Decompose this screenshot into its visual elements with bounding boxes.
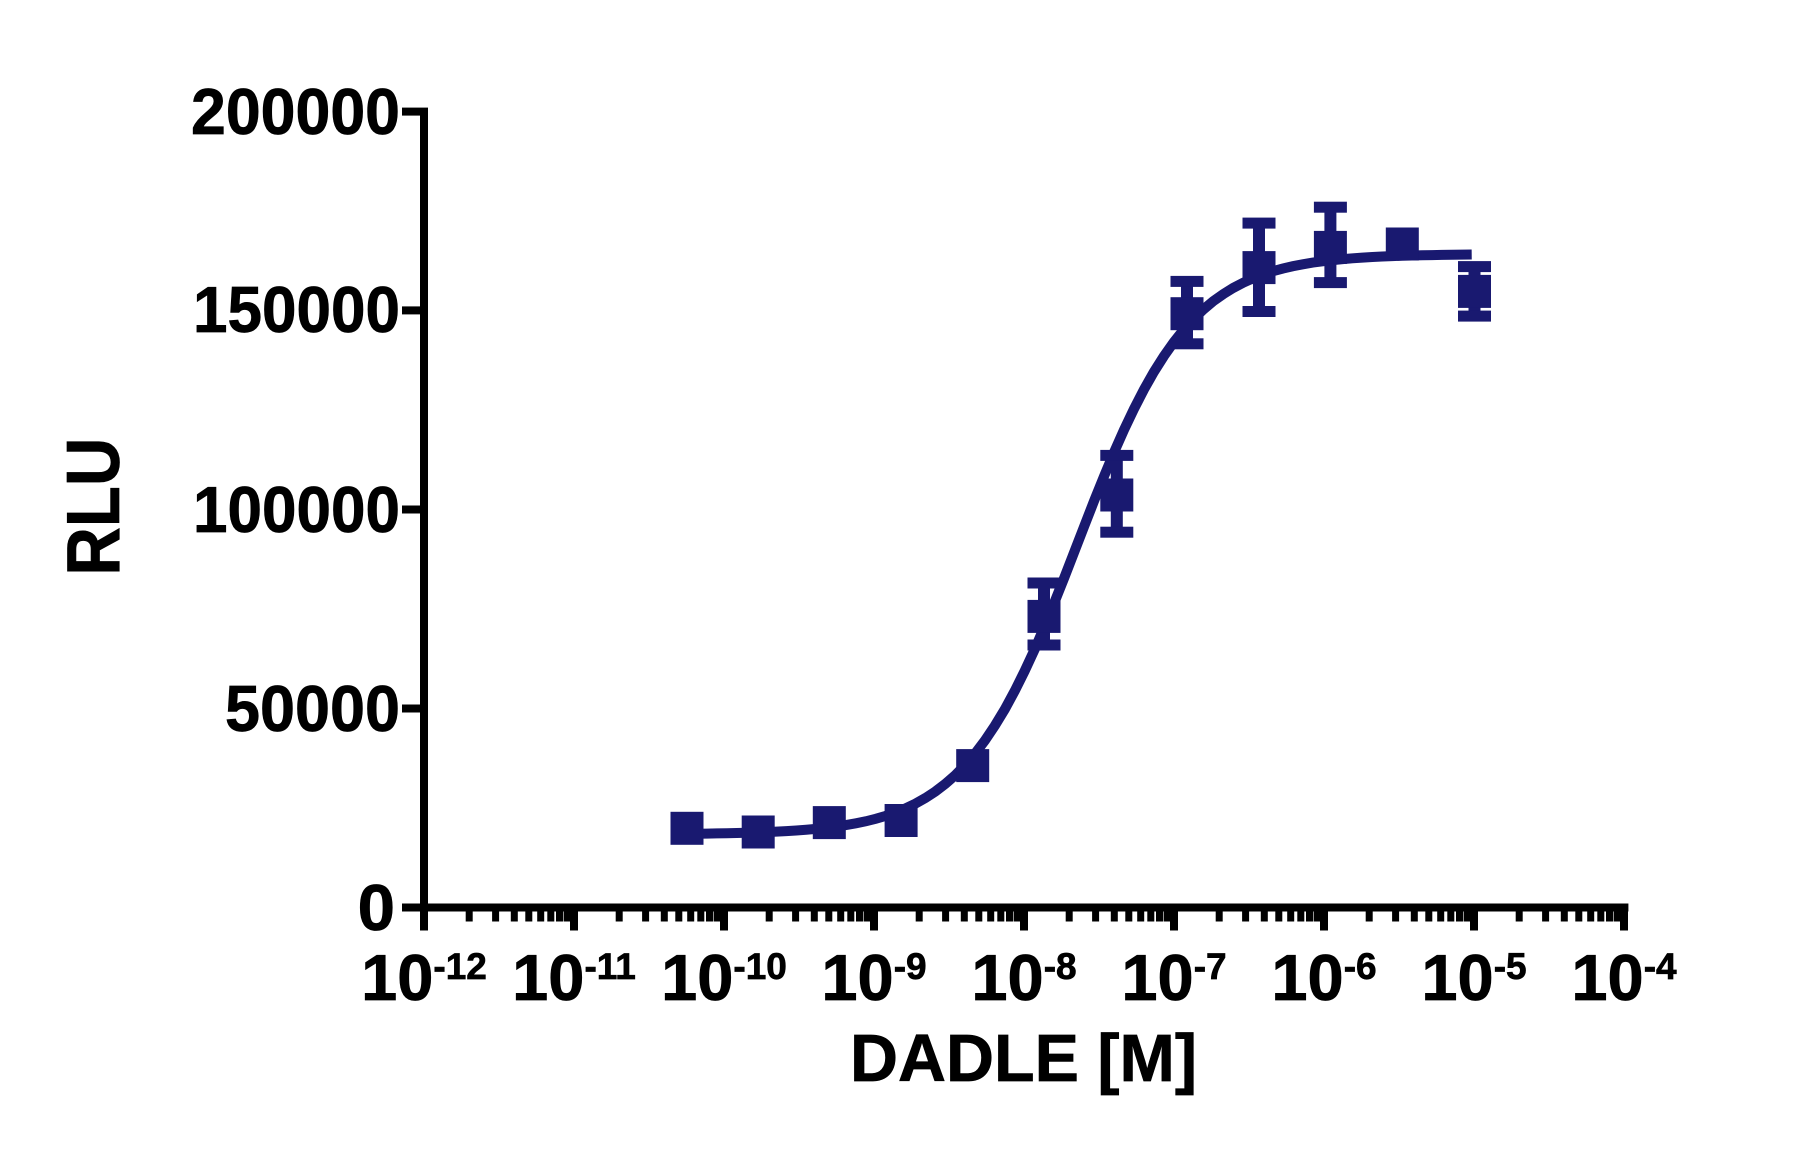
svg-text:0: 0 [358,871,395,944]
svg-text:10-11: 10-11 [512,941,636,1014]
svg-text:10-4: 10-4 [1571,941,1677,1014]
svg-text:100000: 100000 [193,473,400,546]
svg-text:RLU: RLU [51,438,135,576]
svg-text:10-12: 10-12 [361,941,487,1014]
svg-text:DADLE [M]: DADLE [M] [850,1021,1197,1096]
svg-text:50000: 50000 [225,672,400,745]
svg-text:10-10: 10-10 [661,941,787,1014]
svg-text:200000: 200000 [191,75,400,148]
svg-text:150000: 150000 [193,273,400,346]
